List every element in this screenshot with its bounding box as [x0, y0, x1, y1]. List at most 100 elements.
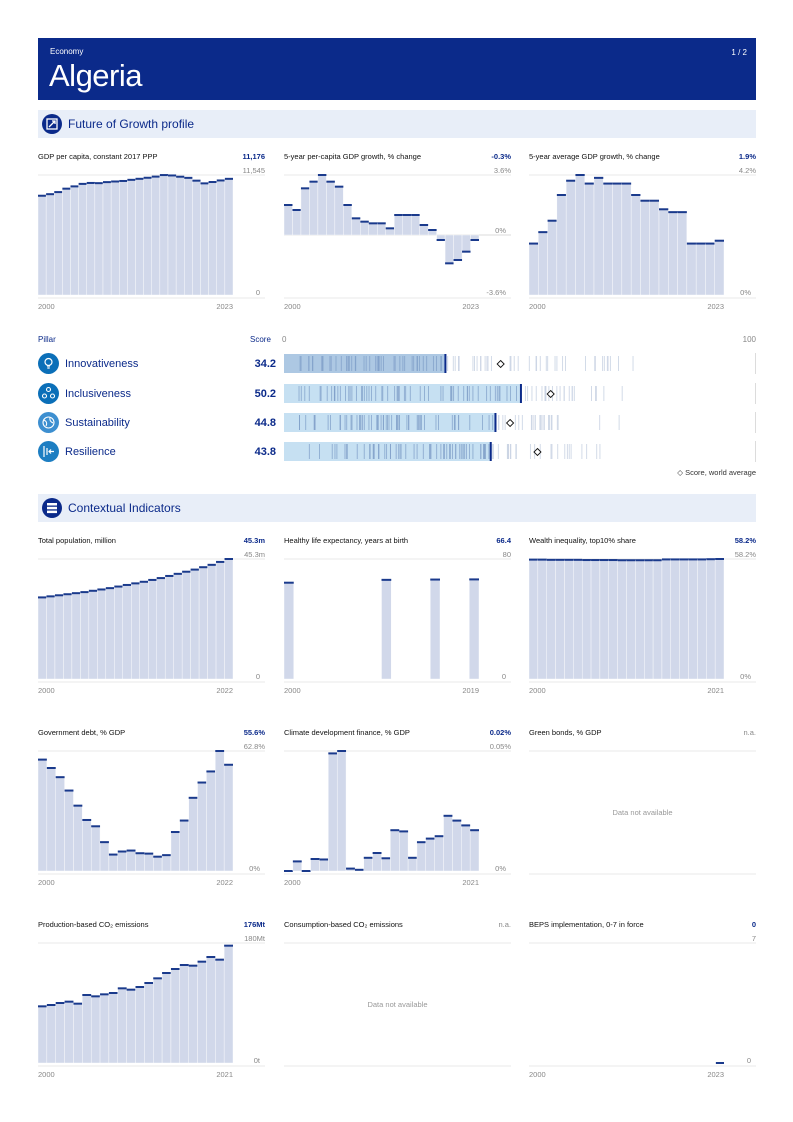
arrows-icon — [38, 441, 59, 462]
score-marker — [444, 354, 447, 373]
economy-tick — [375, 386, 377, 401]
x-axis-start-label: 2000 — [38, 302, 55, 311]
bar-cap — [445, 262, 454, 265]
economy-tick — [535, 356, 537, 371]
economy-tick — [396, 386, 398, 401]
bar — [649, 200, 660, 296]
bar-cap — [659, 208, 669, 211]
bar-cap — [706, 558, 716, 561]
bar — [108, 992, 118, 1064]
chart-population: Total population, million 45.3m 45.3m 0 2000… — [37, 536, 265, 701]
economy-tick — [389, 444, 391, 459]
bar-cap — [594, 176, 604, 179]
economy-tick — [340, 415, 342, 430]
economy-tick — [349, 386, 351, 401]
economy-tick — [514, 415, 516, 430]
bar-cap — [71, 592, 81, 595]
y-axis-bottom-label: 0t — [254, 1056, 261, 1065]
chart-plot: Data not available — [284, 942, 511, 1067]
bar-cap — [127, 178, 136, 181]
bar — [190, 569, 200, 680]
economy-tick — [300, 356, 302, 371]
economy-tick — [299, 415, 300, 430]
economy-tick — [381, 386, 383, 401]
bar — [334, 186, 344, 236]
economy-tick — [549, 415, 550, 430]
bar — [326, 181, 336, 236]
bar-cap — [461, 824, 471, 827]
bar-cap — [317, 174, 327, 176]
economy-tick — [497, 444, 499, 459]
chart-government-debt: Government debt, % GDP 55.6% 62.8% 0% 2000 20… — [37, 728, 265, 893]
bar-cap — [419, 224, 429, 226]
economy-tick — [304, 386, 306, 401]
chart-title: Consumption-based CO₂ emissions — [284, 920, 403, 929]
bar-cap — [301, 870, 311, 872]
economy-tick — [492, 415, 494, 430]
x-axis-end-label: 2023 — [216, 302, 233, 311]
economy-tick — [513, 356, 515, 371]
bar — [117, 851, 127, 872]
economy-tick — [362, 386, 363, 401]
bar-cap — [686, 242, 697, 245]
chart-plot: 58.2% 0% 2000 2021 — [528, 550, 756, 695]
bar-cap — [319, 858, 329, 861]
economy-tick — [556, 415, 558, 430]
bar-cap — [117, 850, 127, 853]
bar-cap — [434, 835, 444, 838]
economy-tick — [498, 386, 500, 401]
bar — [612, 183, 623, 296]
bar-cap — [126, 988, 136, 991]
y-axis-top-label: 0.05% — [490, 742, 512, 751]
bar — [564, 559, 574, 680]
economy-tick — [557, 415, 559, 430]
economy-tick — [458, 356, 460, 371]
bar-cap — [54, 594, 64, 597]
economy-tick — [375, 356, 377, 371]
economy-tick — [449, 444, 450, 459]
economy-tick — [451, 415, 453, 430]
economy-tick — [551, 415, 553, 430]
bar-cap — [292, 209, 301, 211]
economy-tick — [363, 386, 365, 401]
header-banner: Economy Algeria 1 / 2 — [38, 38, 756, 100]
economy-tick — [313, 415, 315, 430]
bar — [453, 234, 463, 261]
bar-cap — [190, 568, 200, 571]
bar-cap — [310, 858, 320, 860]
chart-latest-value: 11,176 — [242, 152, 265, 161]
bar-cap — [402, 214, 412, 216]
y-axis-top-label: 11,545 — [243, 166, 265, 175]
chart-title: Government debt, % GDP — [38, 728, 126, 737]
bar-cap — [715, 558, 724, 560]
average-legend: ◇ Score, world average — [677, 468, 756, 477]
economy-tick — [382, 415, 384, 430]
pillar-score: 43.8 — [254, 446, 276, 458]
economy-tick — [440, 444, 442, 459]
economy-tick — [408, 415, 410, 430]
bar-cap — [469, 578, 479, 581]
economy-tick — [383, 356, 384, 371]
pillar-row-sustainability: Sustainability 44.8 — [38, 412, 756, 434]
y-axis-top-label: 45.3m — [244, 550, 265, 559]
bar — [416, 841, 427, 872]
lightbulb-icon — [38, 353, 59, 374]
bar-cap — [436, 239, 446, 241]
bar-cap — [670, 558, 680, 561]
bar — [215, 959, 225, 1064]
pillar-scores: Pillar Score 0 100 Innovativeness 34.2 I… — [38, 333, 756, 483]
economy-tick — [314, 415, 316, 430]
economy-tick — [369, 444, 371, 459]
x-axis-end-label: 2021 — [462, 878, 479, 887]
economy-tick — [369, 356, 371, 371]
bar — [714, 240, 725, 296]
chart-title: Wealth inequality, top10% share — [529, 536, 636, 545]
x-axis-end-label: 2023 — [462, 302, 479, 311]
economy-tick — [545, 386, 547, 401]
economy-tick — [351, 386, 353, 401]
economy-tick — [544, 386, 546, 401]
chart-latest-value: 176Mt — [243, 920, 265, 929]
economy-tick — [594, 356, 596, 371]
economy-tick — [496, 386, 498, 401]
bar — [184, 177, 193, 296]
